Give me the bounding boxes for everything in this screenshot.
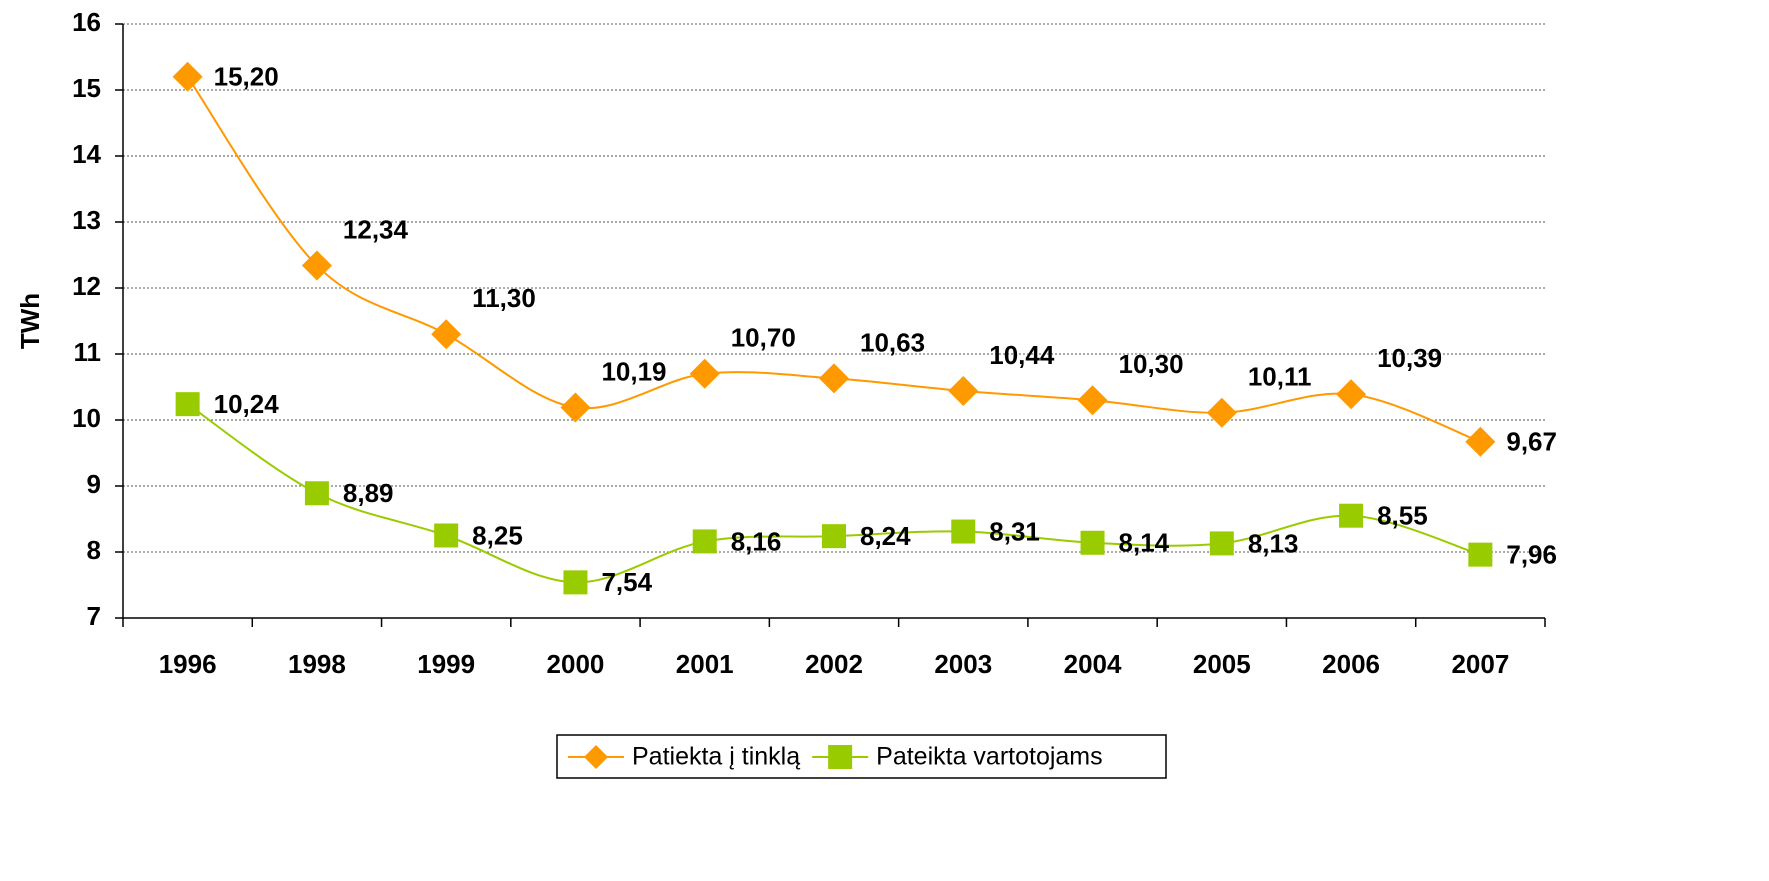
marker	[951, 519, 976, 544]
data-label: 10,19	[601, 356, 666, 386]
marker	[1339, 503, 1364, 528]
data-label: 10,30	[1119, 349, 1184, 379]
x-tick-label: 2002	[805, 649, 863, 679]
x-tick-label: 2005	[1193, 649, 1251, 679]
y-tick-label: 11	[74, 337, 102, 367]
data-label: 9,67	[1506, 427, 1557, 457]
x-tick-label: 2004	[1064, 649, 1122, 679]
marker	[819, 363, 849, 394]
marker	[431, 319, 462, 350]
data-label: 8,25	[472, 520, 523, 550]
data-label: 8,24	[860, 521, 911, 551]
y-tick-label: 7	[87, 601, 101, 631]
data-label: 15,20	[214, 62, 279, 92]
y-tick-label: 12	[72, 271, 101, 301]
y-tick-label: 10	[72, 403, 101, 433]
y-tick-label: 15	[72, 73, 101, 103]
y-tick-label: 14	[72, 139, 101, 169]
legend-text: Patiekta į tinklą	[632, 743, 800, 771]
marker	[948, 375, 979, 406]
x-tick-label: 2003	[934, 649, 992, 679]
x-tick-label: 1999	[417, 649, 475, 679]
marker	[1077, 385, 1108, 416]
marker	[1465, 426, 1496, 457]
data-label: 7,54	[601, 567, 652, 597]
legend-text: Pateikta vartotojams	[876, 743, 1103, 771]
x-tick-label: 2000	[547, 649, 605, 679]
marker	[689, 358, 720, 389]
x-tick-label: 1998	[288, 649, 346, 679]
marker	[1209, 531, 1234, 556]
y-axis-label: TWh	[15, 293, 45, 349]
marker	[1206, 397, 1237, 428]
marker	[175, 392, 200, 417]
data-label: 10,39	[1377, 343, 1442, 373]
marker	[822, 524, 846, 549]
marker	[172, 61, 203, 92]
data-label: 8,13	[1248, 528, 1299, 558]
x-tick-label: 2006	[1322, 649, 1380, 679]
data-label: 8,31	[989, 516, 1040, 546]
data-label: 8,89	[343, 478, 394, 508]
legend: Patiekta į tinklą Pateikta vartotojams	[556, 734, 1167, 779]
x-tick-label: 2001	[676, 649, 734, 679]
marker	[1080, 530, 1105, 555]
data-label: 7,96	[1506, 540, 1557, 570]
x-tick-label: 2007	[1451, 649, 1509, 679]
data-label: 10,63	[860, 327, 925, 357]
legend-marker	[828, 745, 853, 769]
marker	[1468, 542, 1493, 567]
marker	[692, 529, 717, 554]
data-label: 8,16	[731, 526, 782, 556]
marker	[1336, 379, 1367, 410]
data-label: 10,24	[214, 389, 280, 419]
data-label: 8,55	[1377, 501, 1428, 531]
y-tick-label: 9	[87, 469, 101, 499]
y-tick-label: 13	[72, 205, 101, 235]
data-label: 12,34	[343, 214, 409, 244]
data-label: 10,11	[1248, 362, 1312, 392]
y-tick-label: 8	[87, 535, 101, 565]
x-tick-label: 1996	[159, 649, 217, 679]
y-tick-label: 16	[72, 7, 101, 37]
marker	[563, 570, 588, 595]
data-label: 10,44	[989, 340, 1055, 370]
series-line	[186, 76, 1481, 443]
marker	[434, 523, 459, 548]
data-label: 8,14	[1119, 528, 1170, 558]
data-label: 11,30	[472, 283, 536, 313]
marker	[304, 481, 329, 506]
marker	[301, 250, 332, 281]
data-label: 10,70	[731, 323, 796, 353]
legend-marker	[584, 745, 608, 769]
marker	[560, 392, 591, 423]
